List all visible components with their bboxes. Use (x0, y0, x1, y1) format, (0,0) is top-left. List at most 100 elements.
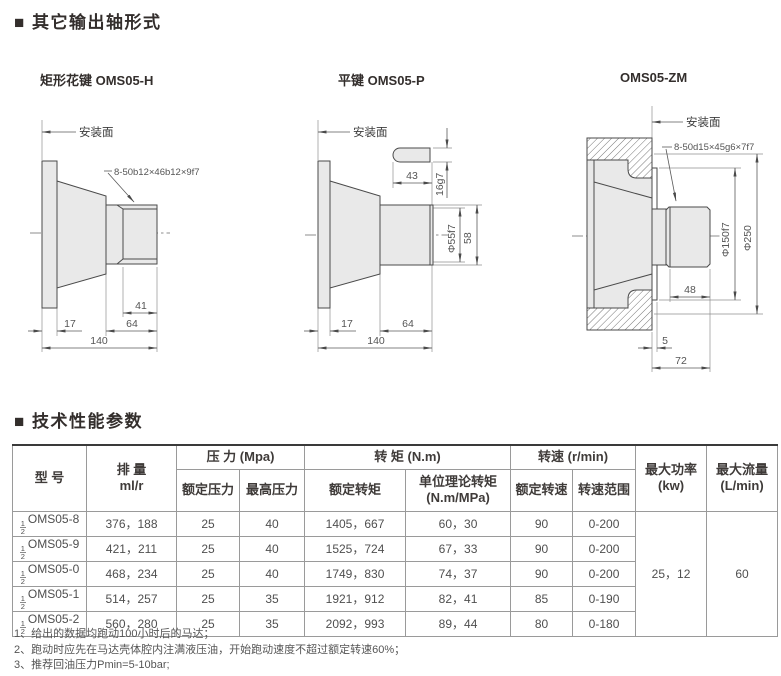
dim-72: 72 (675, 355, 687, 367)
mounting-face-label: 安装面 (686, 115, 721, 129)
dimensions: 41 17 64 140 (28, 300, 158, 350)
shaft-body (651, 206, 711, 268)
unit-torque-cell: 74，37 (405, 560, 512, 587)
mounting-face-callout: 安装面 (317, 125, 388, 139)
model-name: OMS05-1 (27, 586, 80, 601)
col-header-model: 型 号 (12, 444, 87, 512)
dimensions: Φ150f7 Φ250 48 5 72 (638, 153, 759, 370)
housing-hatch-top (586, 137, 653, 179)
rated-speed-cell: 90 (510, 510, 574, 537)
model-cell: 1 2 OMS05-1 (12, 585, 87, 612)
model-cell: 1 2 OMS05-9 (12, 535, 87, 562)
unit-torque-cell: 60，30 (405, 510, 512, 537)
table-row: 1 2 OMS05-8 376，188 25 40 1405，667 60，30 90 0-200… (12, 510, 779, 637)
max-pressure-cell: 40 (238, 535, 306, 562)
cone-body (56, 180, 107, 289)
footnote-3: 3、推荐回油压力Pmin=5-10bar; (14, 659, 170, 671)
shaft-end-step (429, 204, 434, 266)
spline-spec-note: 8-50b12×46b12×9f7 (114, 167, 200, 178)
parallel-key (392, 147, 431, 163)
col-header-displacement: 排 量 ml/r (86, 444, 177, 512)
key-shaft (379, 204, 431, 266)
max-pressure-cell: 40 (238, 510, 306, 537)
max-power-cell: 25，12 (635, 510, 708, 637)
extension-lines (651, 106, 763, 372)
unit-torque-label: 单位理论转矩 (419, 473, 498, 489)
col-header-rated-speed: 额定转速 (510, 468, 574, 512)
dim-5: 5 (662, 335, 668, 347)
footnote-1: 1、给出的数据均跑动100小时后的马达； (14, 628, 215, 640)
displacement-unit: ml/r (119, 478, 144, 494)
group-header-pressure: 压 力 (Mpa) (175, 444, 306, 470)
dim-17: 17 (64, 318, 76, 330)
dim-41: 41 (135, 300, 147, 312)
rated-torque-cell: 1405，667 (304, 510, 407, 537)
displacement-label: 排 量 (116, 462, 147, 477)
speed-range-cell: 0-190 (572, 585, 637, 612)
dim-58: 58 (462, 232, 474, 244)
col-header-speed-range: 转速范围 (572, 468, 637, 512)
section-title-shaft-forms: ■ 其它输出轴形式 (14, 13, 162, 32)
model-name: OMS05-0 (27, 561, 80, 576)
spline-spec-note: 8-50d15×45g6×7f7 (674, 142, 754, 153)
diagram-label-oms05zm: OMS05-ZM (620, 70, 688, 85)
group-header-torque: 转 矩 (N.m) (304, 444, 512, 470)
extension-lines (41, 120, 158, 352)
housing-hatch-bottom (586, 289, 653, 331)
col-header-max-pressure: 最高压力 (238, 468, 306, 512)
model-cell: 1 2 OMS05-0 (12, 560, 87, 587)
unit-torque-cell: 89，44 (405, 610, 512, 637)
displacement-cell: 421，211 (86, 535, 177, 562)
dim-dia250: Φ250 (742, 225, 754, 251)
dim-140: 140 (367, 335, 385, 347)
speed-range-cell: 0-200 (572, 560, 637, 587)
rated-speed-cell: 90 (510, 535, 574, 562)
dim-16g7: 16g7 (434, 172, 446, 196)
diagram-label-oms05p: 平键 OMS05-P (338, 73, 425, 88)
rated-pressure-cell: 25 (176, 560, 240, 587)
spline-note-callout: 8-50b12×46b12×9f7 (104, 167, 200, 203)
displacement-cell: 376，188 (86, 510, 177, 537)
speed-range-cell: 0-200 (572, 535, 637, 562)
drawing-oms05p: 安装面 43 16g7 Φ55f7 58 17 64 140 (304, 120, 482, 352)
housing-interior (587, 160, 652, 308)
speed-range-cell: 0-200 (572, 510, 637, 537)
col-header-max-power: 最大功率 (kw) (635, 444, 708, 512)
col-header-rated-torque: 额定转矩 (304, 468, 407, 512)
shaft-neck (651, 208, 667, 266)
rated-torque-cell: 1749，830 (304, 560, 407, 587)
dim-dia55: Φ55f7 (446, 224, 458, 253)
speed-range-cell: 0-180 (572, 610, 637, 637)
displacement-cell: 560，280 (86, 610, 177, 637)
spline-shaft (665, 206, 711, 268)
max-flow-label: 最大流量 (716, 462, 769, 477)
footnote-2: 2、跑动时应先在马达壳体腔内注满液压油，开始跑动速度不超过额定转速60%； (14, 643, 406, 656)
max-power-unit: (kw) (658, 478, 685, 494)
model-name: OMS05-2 (27, 611, 80, 626)
mounting-flange (317, 160, 331, 309)
dim-64: 64 (402, 318, 414, 330)
max-flow-cell: 60 (706, 510, 779, 637)
rated-speed-cell: 85 (510, 585, 574, 612)
mounting-face-callout: 安装面 (651, 115, 721, 129)
dim-17: 17 (341, 318, 353, 330)
dim-140: 140 (90, 335, 108, 347)
diagram-label-oms05h: 矩形花键 OMS05-H (40, 73, 154, 88)
unit-torque-unit: (N.m/MPa) (426, 490, 490, 505)
footnotes: 1、给出的数据均跑动100小时后的马达； 2、跑动时应先在马达壳体腔内注满液压油… (14, 627, 405, 674)
rated-torque-cell: 1921，912 (304, 585, 407, 612)
table-row: 1 2 OMS05-9 421，211 25 40 1525，724 67，33 90 0-200 (12, 535, 778, 562)
dim-43: 43 (406, 170, 418, 182)
dim-48: 48 (684, 284, 696, 296)
spline-shaft (105, 204, 158, 265)
max-pressure-cell: 40 (238, 560, 306, 587)
table-body: 1 2 OMS05-8 376，188 25 40 1405，667 60，30 90 0-200… (12, 510, 779, 637)
spec-table: 型 号 排 量 ml/r 压 力 (Mpa) 转 矩 (N.m) 转速 (r/m… (12, 444, 779, 637)
table-row: 1 2 OMS05-1 514，257 25 35 1921，912 82，41 85 0-190 (12, 585, 778, 612)
cone-body (329, 180, 381, 289)
dim-64: 64 (126, 318, 138, 330)
mounting-face-label: 安装面 (353, 125, 388, 139)
